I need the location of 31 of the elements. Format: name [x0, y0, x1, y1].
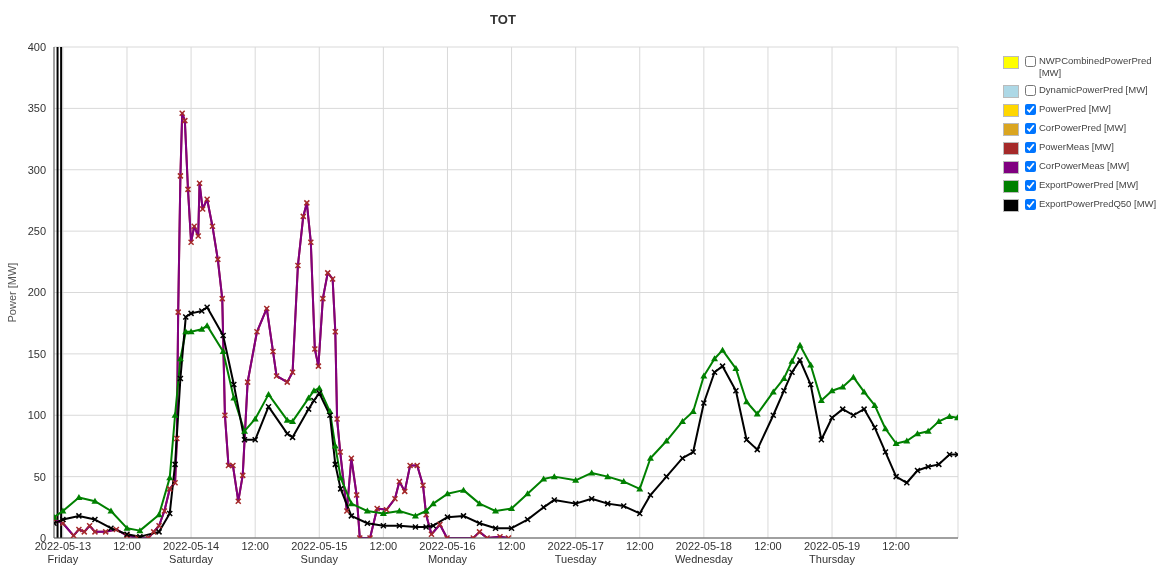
y-tick-label: 200: [27, 286, 46, 299]
x-tick-label: 2022-05-14 Saturday: [162, 540, 220, 565]
y-tick-label: 400: [27, 40, 46, 53]
y-tick-label: 350: [27, 102, 46, 115]
legend-label: DynamicPowerPred [MW]: [1039, 83, 1148, 96]
x-tick-label: 12:00: [113, 540, 141, 552]
legend-label: PowerMeas [MW]: [1039, 140, 1114, 153]
x-tick-label: 12:00: [882, 540, 910, 552]
y-tick-label: 50: [33, 470, 46, 483]
legend-label: CorPowerMeas [MW]: [1039, 159, 1130, 172]
x-tick-label: 2022-05-17 Tuesday: [547, 540, 604, 565]
legend-label: NWPCombinedPowerPred [MW]: [1039, 54, 1153, 79]
y-tick-label: 300: [27, 163, 46, 176]
y-tick-label: 250: [27, 225, 46, 238]
x-tick-label: 12:00: [754, 540, 782, 552]
x-tick-label: 2022-05-18 Wednesday: [674, 540, 734, 565]
legend-label: ExportPowerPred [MW]: [1039, 178, 1139, 191]
y-axis-title: Power [MW]: [5, 262, 18, 323]
legend-label: PowerPred [MW]: [1039, 102, 1111, 115]
x-tick-label: 2022-05-16 Monday: [419, 540, 476, 565]
y-tick-label: 150: [27, 347, 46, 360]
legend-label: CorPowerPred [MW]: [1039, 121, 1127, 134]
x-tick-label: 12:00: [497, 540, 526, 552]
x-tick-label: 12:00: [625, 540, 654, 552]
chart-title: TOT: [489, 12, 517, 27]
y-tick-label: 100: [27, 409, 46, 422]
x-tick-label: 12:00: [241, 540, 269, 552]
x-tick-label: 2022-05-15 Sunday: [291, 540, 348, 565]
legend-label: ExportPowerPredQ50 [MW]: [1039, 197, 1156, 210]
x-tick-label: 2022-05-19 Thursday: [803, 540, 861, 565]
x-tick-label: 12:00: [369, 540, 398, 552]
